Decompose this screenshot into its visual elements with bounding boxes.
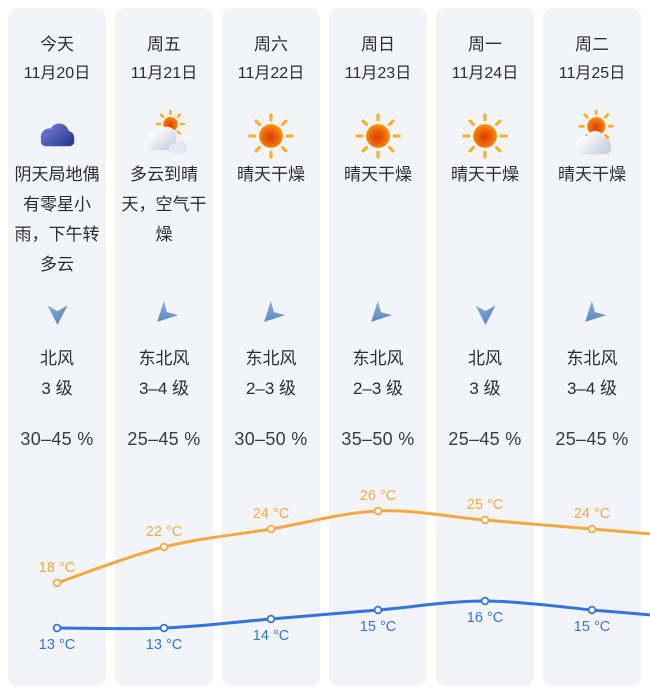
forecast-column-saturday[interactable]: 周六 11月22日 晴天干燥 东北风 2–3 级 30–50 % xyxy=(222,8,320,686)
date-label: 11月25日 xyxy=(558,65,626,82)
humidity-range-label: 25–45 % xyxy=(555,429,629,449)
wind-direction-label: 东北风 xyxy=(352,349,404,368)
forecast-column-friday[interactable]: 周五 11月21日 多云到晴天，空气干燥 东北风 3–4 级 25–45 % xyxy=(115,8,213,686)
date-label: 11月23日 xyxy=(344,65,412,82)
weekday-label: 周一 xyxy=(468,35,502,54)
sunny-icon xyxy=(436,106,534,166)
wind-level-label: 2–3 级 xyxy=(245,379,297,398)
wind-direction-label: 北风 xyxy=(40,349,74,368)
wind-direction-label: 北风 xyxy=(468,349,502,368)
wind-direction-arrow-icon xyxy=(436,298,534,330)
overcast-cloud-icon xyxy=(8,106,106,166)
weekday-label: 周五 xyxy=(147,35,181,54)
sunny-icon xyxy=(222,106,320,166)
wind-direction-arrow-icon xyxy=(115,298,213,330)
weekday-label: 周日 xyxy=(361,35,395,54)
weather-description: 晴天干燥 xyxy=(237,165,305,184)
date-label: 11月21日 xyxy=(130,65,198,82)
wind-direction-label: 东北风 xyxy=(566,349,618,368)
wind-level-label: 3–4 级 xyxy=(138,379,190,398)
wind-level-label: 3 级 xyxy=(469,379,501,398)
weather-description: 阴天局地偶有零星小雨，下午转多云 xyxy=(14,165,100,274)
date-label: 11月24日 xyxy=(451,65,519,82)
wind-level-label: 3 级 xyxy=(41,379,73,398)
weather-description: 晴天干燥 xyxy=(558,165,626,184)
forecast-column-monday[interactable]: 周一 11月24日 晴天干燥 北风 3 级 25–45 % xyxy=(436,8,534,686)
wind-level-label: 2–3 级 xyxy=(352,379,404,398)
humidity-range-label: 30–50 % xyxy=(234,429,308,449)
sun-behind-clouds-icon xyxy=(115,106,213,166)
weekday-label: 周六 xyxy=(254,35,288,54)
forecast-column-sunday[interactable]: 周日 11月23日 晴天干燥 东北风 2–3 级 35–50 % xyxy=(329,8,427,686)
wind-direction-label: 东北风 xyxy=(138,349,190,368)
wind-direction-label: 东北风 xyxy=(245,349,297,368)
humidity-range-label: 30–45 % xyxy=(20,429,94,449)
humidity-range-label: 35–50 % xyxy=(341,429,415,449)
humidity-range-label: 25–45 % xyxy=(127,429,201,449)
weekday-label: 今天 xyxy=(40,35,74,54)
sunny-icon xyxy=(329,106,427,166)
forecast-column-tuesday[interactable]: 周二 11月25日 晴天干燥 东北风 3–4 级 25–45 % xyxy=(543,8,641,686)
date-label: 11月20日 xyxy=(23,65,91,82)
weather-description: 晴天干燥 xyxy=(344,165,412,184)
forecast-column-today[interactable]: 今天 11月20日 阴天局地偶有零星小雨，下午转多云 北风 3 级 30–45 … xyxy=(8,8,106,686)
weekday-label: 周二 xyxy=(575,35,609,54)
wind-direction-arrow-icon xyxy=(329,298,427,330)
wind-direction-arrow-icon xyxy=(8,298,106,330)
humidity-range-label: 25–45 % xyxy=(448,429,522,449)
weather-description: 多云到晴天，空气干燥 xyxy=(121,165,207,244)
date-label: 11月22日 xyxy=(237,65,305,82)
wind-direction-arrow-icon xyxy=(222,298,320,330)
sun-small-cloud-icon xyxy=(543,106,641,166)
wind-level-label: 3–4 级 xyxy=(566,379,618,398)
wind-direction-arrow-icon xyxy=(543,298,641,330)
weather-description: 晴天干燥 xyxy=(451,165,519,184)
